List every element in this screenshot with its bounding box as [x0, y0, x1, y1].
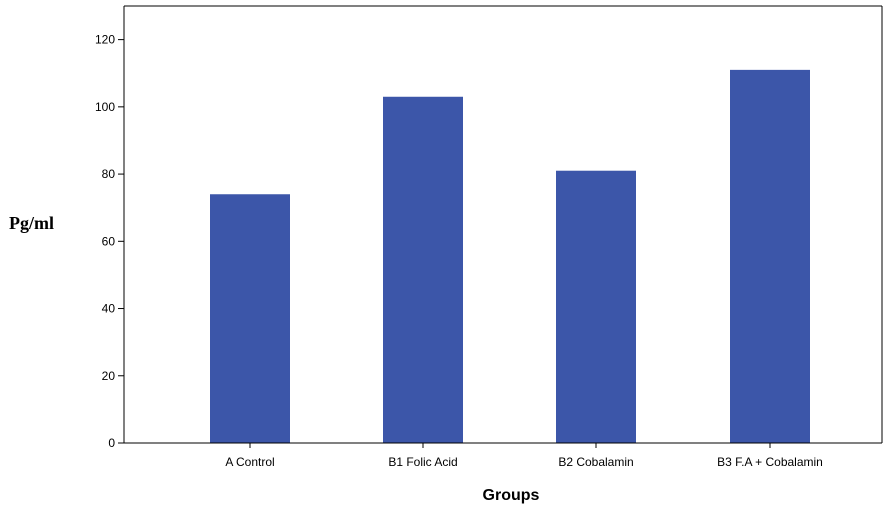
- bar: [730, 69, 810, 443]
- y-tick-label: 80: [102, 167, 116, 181]
- y-tick-label: 20: [102, 369, 116, 383]
- y-ticks: 0 20 40 60 80 100 120: [95, 33, 124, 450]
- x-category-labels: A Control B1 Folic Acid B2 Cobalamin B3 F.A…: [225, 443, 823, 469]
- x-tick-label: B3 F.A + Cobalamin: [717, 455, 823, 469]
- bar: [556, 170, 636, 443]
- bars-group: [210, 69, 810, 443]
- x-tick-label: A Control: [225, 455, 274, 469]
- y-tick-label: 40: [102, 302, 116, 316]
- y-tick-label: 0: [108, 436, 115, 450]
- bar: [210, 194, 290, 443]
- bar: [383, 96, 463, 443]
- y-tick-label: 120: [95, 33, 115, 47]
- x-axis-title: Groups: [483, 487, 540, 504]
- y-tick-label: 60: [102, 234, 116, 248]
- x-tick-label: B2 Cobalamin: [558, 455, 633, 469]
- y-tick-label: 100: [95, 100, 115, 114]
- y-axis-title: Pg/ml: [9, 213, 54, 233]
- plot-frame: [124, 5, 883, 443]
- x-tick-label: B1 Folic Acid: [388, 455, 457, 469]
